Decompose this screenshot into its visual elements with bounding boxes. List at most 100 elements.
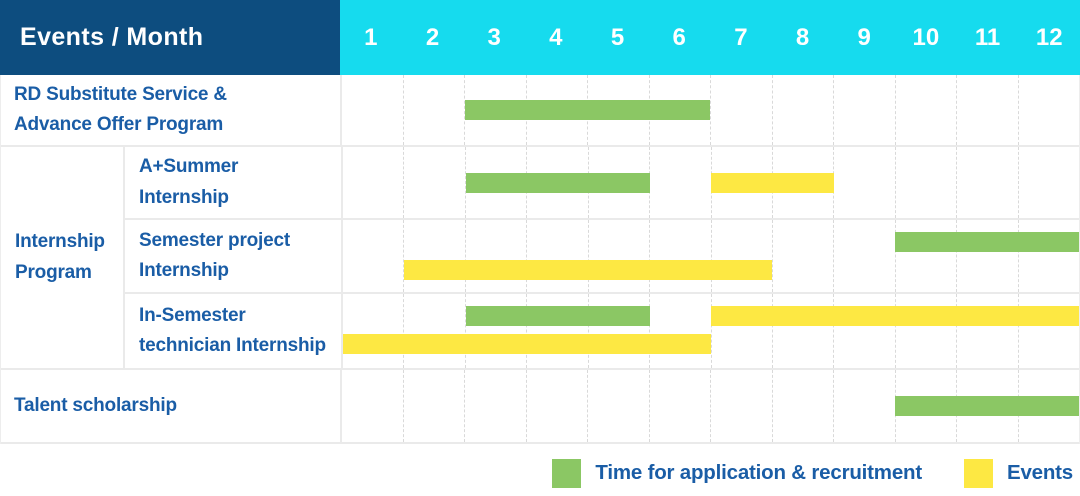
month-grid-cell: [403, 220, 464, 292]
month-grid-cell: [894, 75, 957, 145]
month-grid: [343, 220, 1079, 292]
month-grid: [342, 75, 1079, 145]
month-grid-cell: [1017, 147, 1079, 218]
table-row: A+Summer Internship: [125, 147, 1079, 220]
month-grid-cell: [343, 220, 403, 292]
month-header-row: 1 2 3 4 5 6 7 8 9 10 11 12: [340, 0, 1080, 75]
month-grid-cell: [343, 294, 403, 368]
row-label-cell: Talent scholarship: [1, 370, 340, 442]
month-grid-cell: [649, 294, 710, 368]
month-grid-cell: [710, 294, 772, 368]
month-grid-cell: [649, 147, 710, 218]
month-grid-cell: [833, 147, 894, 218]
legend: Time for application & recruitment Event…: [0, 444, 1080, 496]
timeline-lane: [340, 75, 1079, 145]
month-grid-cell: [649, 220, 710, 292]
table-row: Talent scholarship: [1, 370, 1079, 444]
month-grid-cell: [587, 220, 649, 292]
month-grid-cell: [771, 75, 834, 145]
month-grid-cell: [587, 370, 649, 442]
row-label-cell: RD Substitute Service & Advance Offer Pr…: [1, 75, 340, 145]
timeline-lane: [341, 220, 1079, 292]
month-grid-cell: [956, 220, 1017, 292]
table-title: Events / Month: [20, 23, 204, 51]
green-bar: [465, 306, 650, 326]
month-grid-cell: [402, 75, 465, 145]
month-grid-cell: [771, 370, 834, 442]
month-grid-cell: [956, 75, 1018, 145]
month-label: 3: [487, 23, 501, 51]
yellow-swatch-icon: [963, 458, 993, 488]
timeline-lane: [341, 294, 1079, 368]
month-label: 5: [610, 23, 625, 51]
month-grid-cell: [833, 75, 895, 145]
month-label: 9: [857, 23, 871, 51]
row-label: A+Summer Internship: [139, 156, 239, 208]
month-grid-cell: [526, 294, 587, 368]
month-label: 2: [425, 23, 440, 51]
month-label: 12: [1035, 23, 1063, 51]
yellow-bar: [711, 306, 1079, 326]
month-grid-cell: [771, 294, 833, 368]
green-bar: [465, 172, 650, 193]
month-grid-cell: [464, 294, 526, 368]
month-label: 7: [734, 23, 748, 51]
month-grid-cell: [833, 294, 894, 368]
month-grid-cell: [464, 220, 526, 292]
month-grid-cell: [525, 370, 588, 442]
green-bar: [894, 396, 1079, 416]
legend-label: Events: [1006, 461, 1073, 484]
group-sub-rows: A+Summer Internship Semester project Int…: [125, 147, 1079, 368]
row-label-cell: Semester project Internship: [125, 220, 341, 292]
month-grid-cell: [648, 370, 711, 442]
row-label-cell: In-Semester technician Internship: [125, 294, 341, 368]
legend-item-events: Events: [963, 458, 1073, 488]
month-label: 6: [672, 23, 686, 51]
green-swatch-icon: [552, 458, 582, 488]
month-grid-cell: [833, 370, 895, 442]
month-grid-cell: [1017, 220, 1079, 292]
row-label: RD Substitute Service & Advance Offer Pr…: [14, 83, 227, 135]
table-row: RD Substitute Service & Advance Offer Pr…: [1, 75, 1079, 147]
yellow-bar: [711, 172, 834, 193]
month-grid: [343, 294, 1079, 368]
green-bar: [895, 232, 1079, 252]
month-grid-cell: [710, 75, 772, 145]
internship-program-group-row: Internship Program A+Summer Internship S…: [1, 147, 1079, 370]
month-grid-cell: [403, 294, 464, 368]
row-label: In-Semester technician Internship: [139, 304, 326, 356]
table-row: Semester project Internship: [125, 220, 1079, 294]
row-label: Semester project Internship: [139, 229, 290, 281]
green-bar: [464, 100, 711, 120]
table-row: In-Semester technician Internship: [125, 294, 1079, 368]
group-label: Internship Program: [15, 231, 105, 283]
row-label-cell: A+Summer Internship: [125, 147, 341, 218]
table-header-row: Events / Month 1 2 3 4 5 6 7 8 9 10 11 12: [0, 0, 1080, 75]
month-grid-cell: [771, 220, 833, 292]
yellow-bar: [404, 260, 773, 280]
row-label: Talent scholarship: [14, 394, 177, 416]
month-grid-cell: [710, 220, 772, 292]
month-grid-cell: [403, 147, 464, 218]
month-grid-cell: [342, 370, 403, 442]
month-grid-cell: [1017, 294, 1079, 368]
month-label: 8: [795, 23, 810, 51]
table-body: RD Substitute Service & Advance Offer Pr…: [0, 75, 1080, 444]
month-grid-cell: [894, 147, 956, 218]
month-grid-cell: [1017, 75, 1080, 145]
legend-item-application-recruitment: Time for application & recruitment: [552, 458, 922, 488]
month-grid-cell: [956, 294, 1017, 368]
month-grid-cell: [710, 370, 772, 442]
month-label: 10: [912, 23, 940, 51]
yellow-bar: [343, 334, 711, 354]
month-grid-cell: [402, 370, 465, 442]
month-grid-cell: [894, 220, 956, 292]
month-grid-cell: [342, 75, 403, 145]
month-grid-cell: [343, 147, 403, 218]
month-grid-cell: [894, 294, 956, 368]
legend-label: Time for application & recruitment: [595, 461, 922, 484]
month-grid-cell: [464, 370, 526, 442]
month-grid-cell: [956, 147, 1017, 218]
events-month-header-cell: Events / Month: [0, 0, 340, 75]
